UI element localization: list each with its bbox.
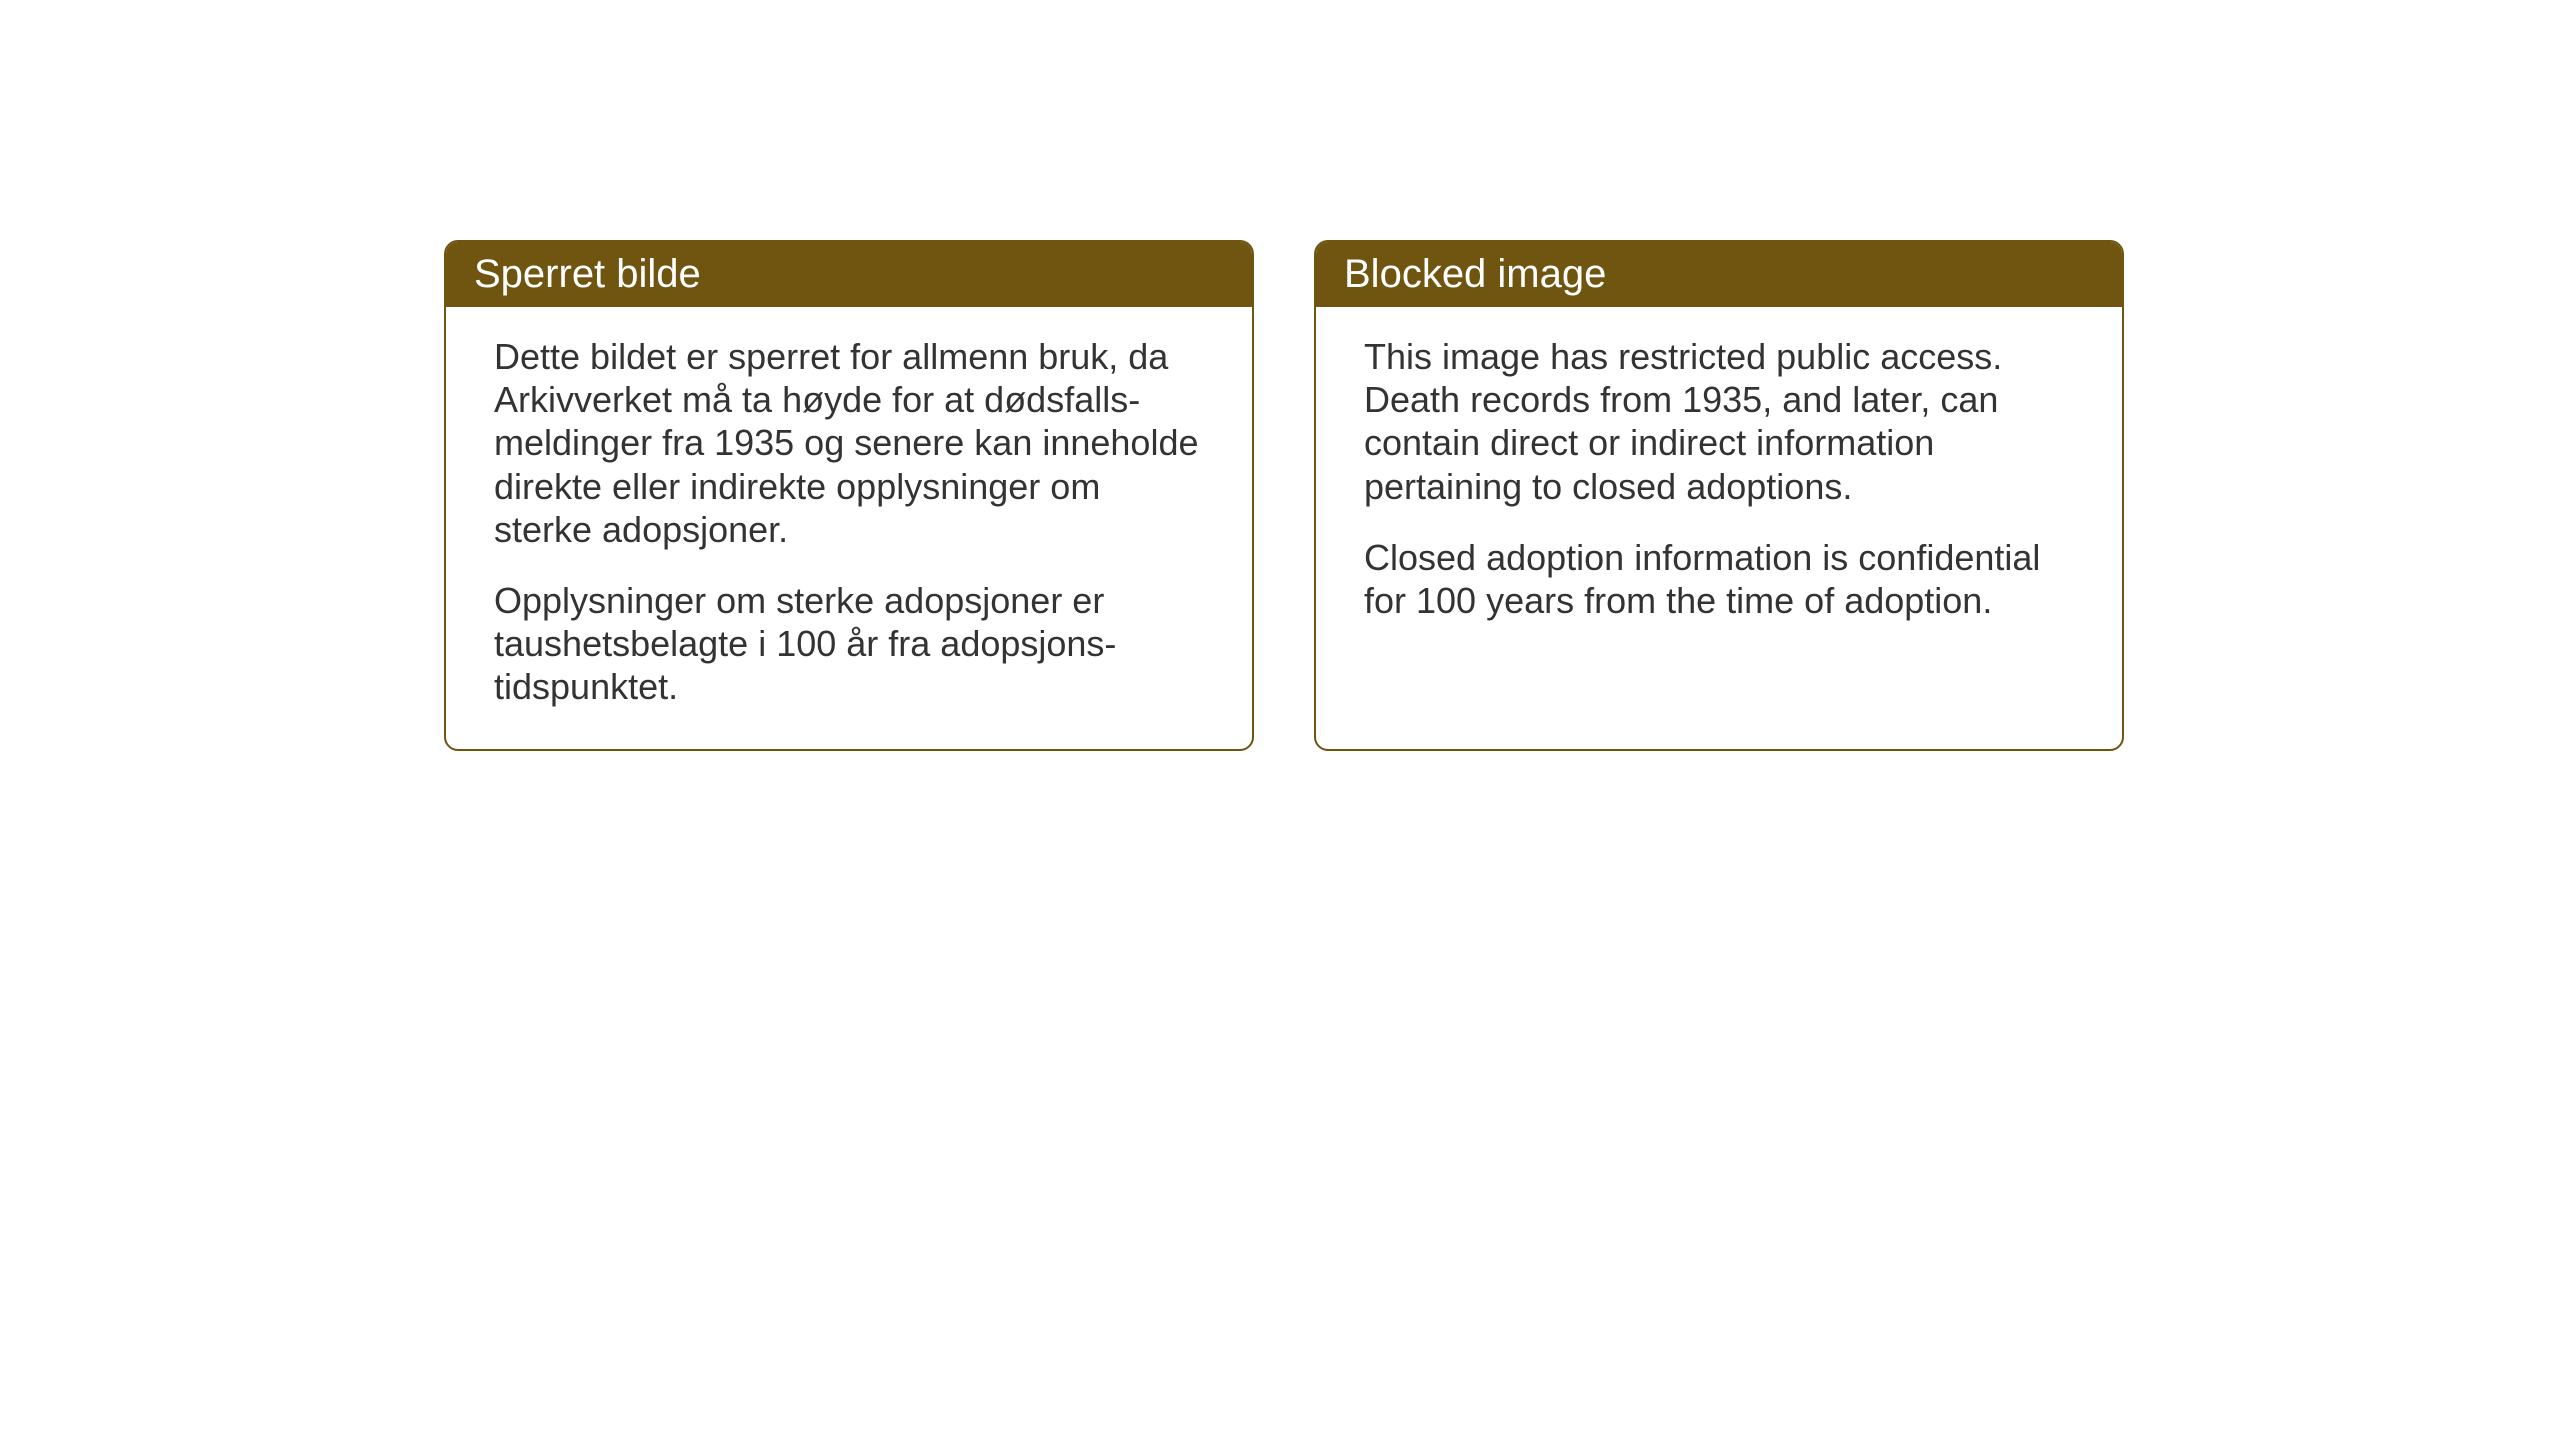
card-english: Blocked image This image has restricted …: [1314, 240, 2124, 751]
card-norwegian-title: Sperret bilde: [474, 252, 701, 296]
card-english-header: Blocked image: [1316, 242, 2122, 307]
card-english-body: This image has restricted public access.…: [1316, 307, 2122, 662]
card-norwegian-header: Sperret bilde: [446, 242, 1252, 307]
cards-container: Sperret bilde Dette bildet er sperret fo…: [444, 240, 2124, 751]
card-english-paragraph-2: Closed adoption information is confident…: [1364, 536, 2074, 622]
card-norwegian: Sperret bilde Dette bildet er sperret fo…: [444, 240, 1254, 751]
card-norwegian-body: Dette bildet er sperret for allmenn bruk…: [446, 307, 1252, 749]
card-english-title: Blocked image: [1344, 252, 1606, 296]
card-norwegian-paragraph-1: Dette bildet er sperret for allmenn bruk…: [494, 335, 1204, 551]
card-norwegian-paragraph-2: Opplysninger om sterke adopsjoner er tau…: [494, 579, 1204, 709]
card-english-paragraph-1: This image has restricted public access.…: [1364, 335, 2074, 508]
